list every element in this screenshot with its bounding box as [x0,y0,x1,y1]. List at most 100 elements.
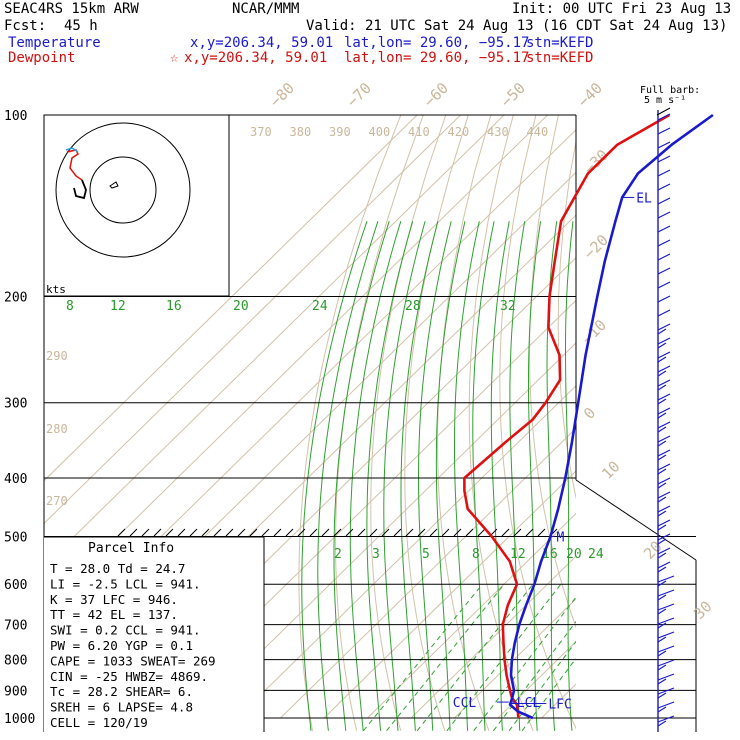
theta-label: 280 [46,422,68,436]
wind-barb-half [657,440,667,447]
isotherm-label: −70 [343,79,375,111]
hatch-tick [153,528,162,537]
mixing-ratio-label: 28 [405,299,421,314]
dry-adiabat [613,115,740,731]
temperature-line [508,113,714,720]
isotherm-line [236,384,576,719]
parcel-row: K = 37 LFC = 946. [50,592,178,607]
wind-barb [657,477,671,485]
theta-label: 430 [487,125,509,139]
hatch-tick [237,528,246,537]
wind-barb [657,337,671,345]
parcel-row: T = 28.0 Td = 24.7 [50,561,185,576]
wind-barb-half [657,412,667,419]
wind-barb-half [657,566,667,573]
wind-barb-half [657,482,667,489]
hatch-tick [165,528,174,537]
barb-legend-icon [656,107,671,116]
barb-legend-unit: 5 m s⁻¹ [644,95,687,106]
init-time: Init: 00 UTC Fri 23 Aug 13 [512,1,732,17]
hatch-tick [381,528,390,537]
wind-barb [657,561,671,569]
isotherm-line [323,470,576,719]
wind-barbs [656,107,675,732]
isotherm-label: −40 [574,79,606,111]
wind-barb [657,449,671,457]
temperature-xy: x,y=206.34, 59.01 [190,35,334,51]
wind-barb-half [657,650,667,657]
wind-barb-half [657,622,667,629]
model-name: SEAC4RS 15km ARW [4,1,139,17]
isotherm-label: −50 [497,79,529,111]
wind-barb [657,505,671,513]
dewpoint-legend: Dewpoint [8,50,76,66]
dry-adiabat [298,115,402,731]
wind-barb [657,155,671,163]
wind-barb [657,141,671,149]
wind-barb-half [657,370,667,377]
dry-adiabat [640,115,740,731]
hatch-tick [333,528,342,537]
mixing-ratio-line [521,657,576,732]
valid-time: Valid: 21 UTC Sat 24 Aug 13 (16 CDT Sat … [306,18,728,34]
mixing-ratio-label: 2 [334,547,342,562]
wind-barb-half [657,706,667,713]
isotherm-label: −20 [580,231,612,263]
wind-barb-half [657,636,667,643]
parcel-row: PW = 6.20 YGP = 0.1 [50,638,193,653]
wind-barb [657,323,671,331]
dry-adiabat [528,115,576,629]
wind-barb [657,211,671,219]
wind-barb-half [657,356,667,363]
dry-adiabat [586,115,709,731]
theta-label: 410 [408,125,430,139]
pressure-tick-label: 600 [4,578,27,593]
mixing-ratio-label: 20 [566,547,582,562]
wind-barb [657,309,671,317]
wind-barb-half [657,678,667,685]
wind-barb-half [657,426,667,433]
isotherm-label: −80 [266,79,298,111]
hatch-tick [525,528,534,537]
hatch-tick [129,528,138,537]
hatch-tick [501,528,510,537]
isotherm-label: −60 [420,79,452,111]
wind-barb [657,295,671,303]
mixing-ratio-line [386,583,505,732]
wind-barb [657,239,671,247]
hatch-tick [201,528,210,537]
diagram-grid [43,114,740,732]
hatch-tick [513,528,522,537]
hatch-tick [117,528,126,537]
theta-label: 370 [250,125,272,139]
fcst-label: Fcst: [4,18,47,34]
pressure-tick-label: 500 [4,530,27,545]
pressure-tick-label: 700 [4,619,27,634]
isotherm-line [454,598,576,719]
wind-barb [657,393,671,401]
wind-barb [657,169,671,177]
dry-adiabat [499,115,576,730]
moist-adiabat [490,221,510,731]
mixing-ratio-label: 24 [312,299,328,314]
hatch-tick [249,528,258,537]
hodograph-trace-blue [65,147,79,153]
hatch-tick [213,528,222,537]
hatch-tick [393,528,402,537]
isotherm-label: 0 [580,404,599,423]
pressure-tick-label: 100 [4,109,27,124]
wind-barb [657,715,675,723]
theta-label: 440 [527,125,549,139]
wind-barb [657,407,671,415]
wind-barb-half [657,342,667,349]
wind-barb [657,421,671,429]
dry-adiabat [404,115,469,731]
wind-barb-half [657,538,667,545]
hatch-tick [141,528,150,537]
temperature-station: stn=KEFD [526,35,594,51]
wind-barb [657,253,671,261]
wind-barb [657,267,671,275]
hatch-tick [177,528,186,537]
wind-barb [657,687,675,695]
